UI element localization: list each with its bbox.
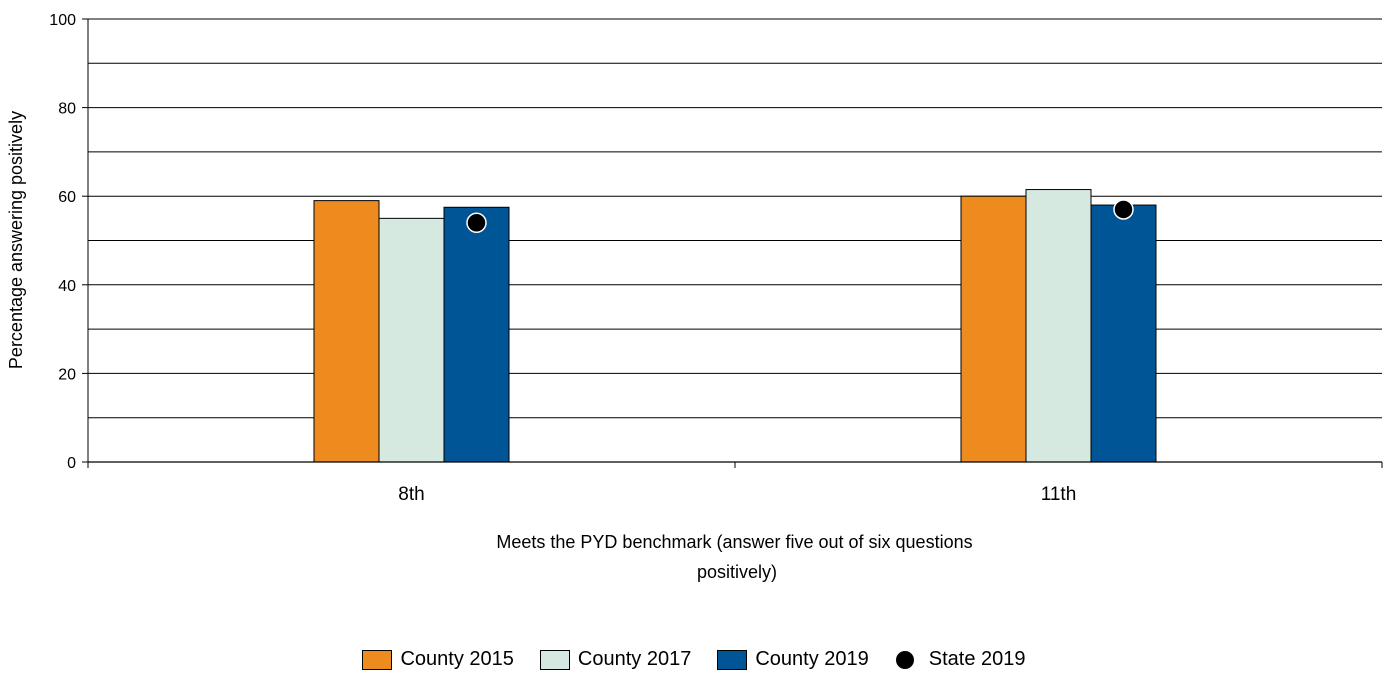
y-tick-label-0: 0 — [67, 455, 76, 472]
legend-marker-state-2019 — [894, 649, 915, 670]
bar-county-2015-11th — [960, 195, 1027, 463]
y-tick-label-20: 20 — [58, 366, 76, 383]
bar-county-2017-11th — [1025, 189, 1092, 463]
bar-county-2019-11th — [1090, 204, 1157, 463]
y-tick-label-100: 100 — [49, 12, 76, 29]
y-tick-label-40: 40 — [58, 278, 76, 295]
legend-label-county-2015: County 2015 — [400, 648, 514, 670]
x-tick-label-11th: 11th — [1041, 484, 1077, 505]
legend-swatch-county-2017 — [539, 649, 570, 670]
bar-county-2017-8th — [378, 217, 445, 463]
legend-item-county-2015: County 2015 — [362, 648, 514, 671]
y-axis-title: Percentage answering positively — [6, 111, 26, 369]
marker-state-2019-11th — [1113, 199, 1134, 220]
legend-swatch-county-2015 — [362, 649, 393, 670]
legend: County 2015 County 2017 County 2019 Stat… — [0, 648, 1388, 671]
bar-county-2015-8th — [313, 200, 380, 463]
axes — [82, 18, 1383, 468]
legend-label-county-2019: County 2019 — [755, 648, 869, 670]
x-tick-label-8th: 8th — [398, 484, 424, 505]
legend-label-state-2019: State 2019 — [928, 648, 1026, 670]
marker-state-2019-8th — [466, 212, 487, 234]
chart-area: 0 20 40 60 80 100 8th 11th Percentage answerin… — [6, 12, 1383, 582]
bar-county-2019-8th — [443, 206, 510, 463]
y-tick-label-80: 80 — [58, 101, 76, 118]
gridlines — [88, 18, 1382, 419]
x-tick-labels: 8th 11th — [398, 484, 1076, 505]
x-axis-title-line-2: positively) — [697, 562, 777, 582]
state-markers — [466, 199, 1134, 234]
legend-swatch-county-2019 — [717, 649, 748, 670]
x-axis-title-line-1: Meets the PYD benchmark (answer five out… — [496, 532, 972, 552]
legend-label-county-2017: County 2017 — [577, 648, 692, 670]
x-axis-title: Meets the PYD benchmark (answer five out… — [496, 532, 977, 582]
bars — [313, 189, 1157, 463]
legend-item-state-2019: State 2019 — [894, 648, 1026, 671]
y-tick-labels: 0 20 40 60 80 100 — [49, 12, 76, 472]
legend-item-county-2017: County 2017 — [539, 648, 692, 671]
y-tick-label-60: 60 — [58, 189, 76, 206]
legend-item-county-2019: County 2019 — [717, 648, 869, 671]
